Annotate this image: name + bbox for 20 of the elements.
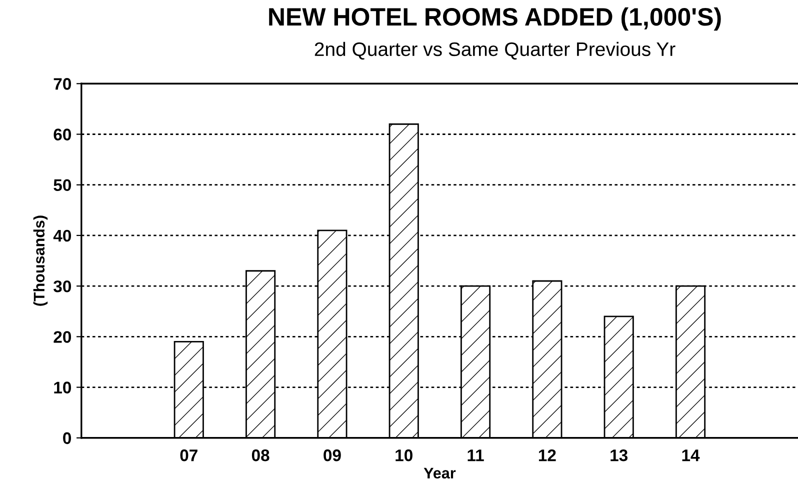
y-tick-label: 10 bbox=[54, 382, 71, 394]
y-tick-label: 40 bbox=[53, 230, 71, 242]
x-tick-label: 13 bbox=[610, 449, 628, 462]
chart-subtitle: 2nd Quarter vs Same Quarter Previous Yr bbox=[314, 42, 676, 60]
y-axis-title: (Thousands) bbox=[33, 216, 48, 306]
x-axis-title: Year bbox=[424, 468, 456, 479]
y-tick-label: 20 bbox=[54, 331, 71, 343]
x-tick-label: 12 bbox=[538, 449, 556, 462]
x-tick-label: 09 bbox=[324, 449, 341, 462]
x-tick-label: 14 bbox=[682, 450, 700, 462]
y-tick-label: 60 bbox=[54, 128, 71, 140]
chart-title: NEW HOTEL ROOMS ADDED (1,000'S) bbox=[269, 7, 721, 31]
x-tick-label: 08 bbox=[252, 449, 270, 462]
x-tick-label: 10 bbox=[396, 449, 412, 462]
y-tick-label: 30 bbox=[54, 280, 71, 292]
x-tick-label: 07 bbox=[180, 449, 198, 462]
x-tick-label: 11 bbox=[468, 450, 484, 462]
y-tick-label: 50 bbox=[54, 179, 71, 192]
y-tick-label: 70 bbox=[54, 78, 71, 90]
y-tick-label: 0 bbox=[63, 432, 71, 444]
